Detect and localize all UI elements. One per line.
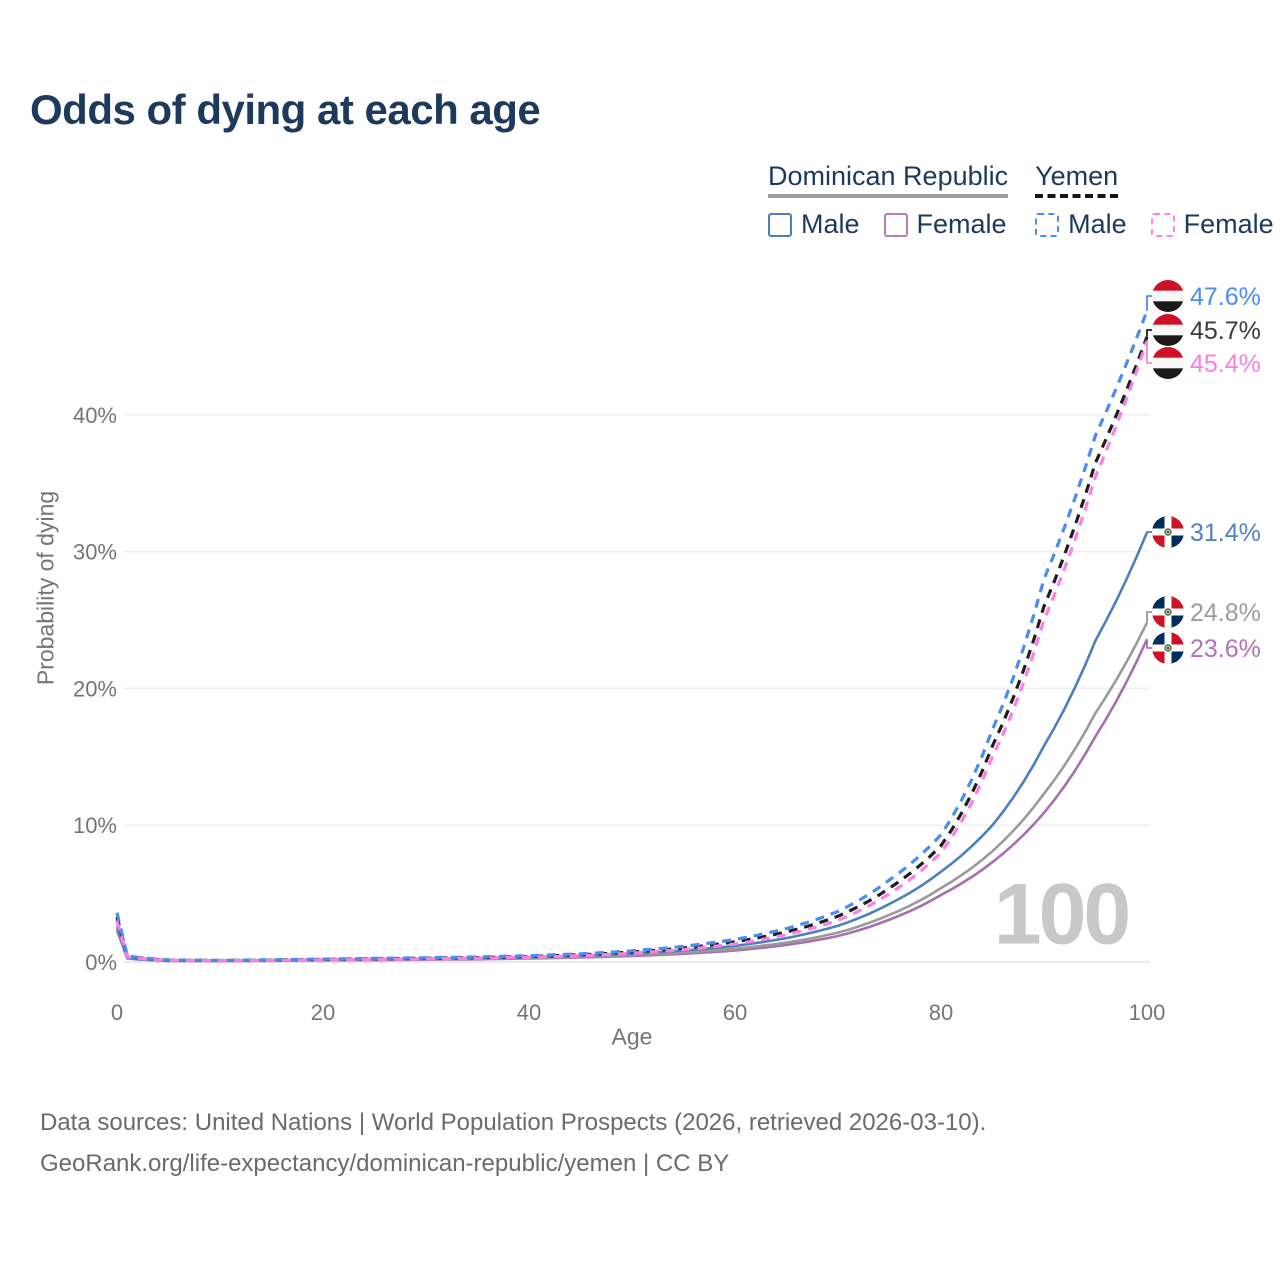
y-tick-label-30: 30%: [73, 540, 117, 565]
y-tick-label-40: 40%: [73, 403, 117, 428]
checkbox-yemen-male-icon[interactable]: [1035, 212, 1060, 237]
x-tick-label-40: 40: [517, 1000, 541, 1025]
end-label-yemen-male: 47.6%: [1190, 283, 1261, 311]
curve-yemen-both: [115, 336, 1149, 963]
legend-item-yemen-male[interactable]: Male: [1035, 209, 1127, 240]
curve-yemen-female: [115, 340, 1149, 963]
flag-dominican-republic-dr-female-icon: [1152, 632, 1184, 664]
legend-item-yemen-female[interactable]: Female: [1150, 209, 1274, 240]
legend-item-yemen-male-label: Male: [1068, 209, 1127, 240]
y-axis-label: Probability of dying: [32, 490, 59, 686]
x-tick-label-20: 20: [311, 1000, 335, 1025]
x-tick-label-100: 100: [1129, 1000, 1166, 1025]
x-tick-label-0: 0: [111, 1000, 123, 1025]
legend-country-yemen: Yemen: [1035, 162, 1119, 199]
checkbox-yemen-female-icon[interactable]: [1150, 212, 1175, 237]
x-axis-label: Age: [611, 1023, 653, 1050]
checkbox-dr-female-icon[interactable]: [883, 212, 908, 237]
x-tick-label-60: 60: [723, 1000, 747, 1025]
connector-dr-female: [1146, 639, 1152, 649]
legend: Dominican Republic Male Female Yemen Mal…: [768, 162, 1274, 240]
end-label-dr-both: 24.8%: [1190, 599, 1261, 627]
legend-item-dr-male-label: Male: [801, 209, 860, 240]
connector-dr-both: [1146, 611, 1152, 623]
legend-item-dr-female-label: Female: [916, 209, 1007, 240]
curve-dr-female: [115, 638, 1149, 963]
legend-item-dr-female[interactable]: Female: [883, 209, 1007, 240]
connector-yemen-male: [1146, 295, 1152, 311]
legend-items-yemen: Male Female: [1035, 209, 1274, 240]
age-watermark: 100: [993, 866, 1131, 963]
curve-yemen-male: [115, 310, 1149, 963]
end-label-yemen-female: 45.4%: [1190, 350, 1261, 378]
x-tick-label-80: 80: [929, 1000, 953, 1025]
connector-yemen-female: [1146, 340, 1152, 364]
legend-group-dominican-republic: Dominican Republic Male Female: [768, 162, 1009, 240]
legend-item-yemen-female-label: Female: [1183, 209, 1274, 240]
legend-group-yemen: Yemen Male Female: [1035, 162, 1274, 240]
flag-yemen-yemen-female-icon: [1152, 347, 1184, 379]
end-label-dr-female: 23.6%: [1190, 635, 1261, 663]
checkbox-dr-male-icon[interactable]: [768, 212, 792, 237]
y-tick-label-10: 10%: [73, 813, 117, 838]
flag-dominican-republic-dr-both-icon: [1152, 596, 1184, 628]
curve-dr-both: [115, 622, 1149, 963]
footer-attribution: GeoRank.org/life-expectancy/dominican-re…: [40, 1150, 730, 1177]
flag-yemen-yemen-male-icon: [1152, 280, 1184, 312]
legend-country-dominican-republic: Dominican Republic: [768, 162, 1009, 199]
end-label-yemen-both: 45.7%: [1190, 317, 1261, 345]
connector-yemen-both: [1146, 329, 1152, 337]
footer-data-sources: Data sources: United Nations | World Pop…: [40, 1109, 987, 1136]
flag-yemen-yemen-both-icon: [1152, 314, 1184, 346]
footer: Data sources: United Nations | World Pop…: [40, 1102, 986, 1184]
y-tick-label-20: 20%: [73, 676, 117, 701]
flag-dominican-republic-dr-male-icon: [1152, 516, 1184, 548]
legend-item-dr-male[interactable]: Male: [768, 209, 860, 240]
legend-items-dominican-republic: Male Female: [768, 209, 1007, 240]
y-tick-label-0: 0%: [85, 950, 117, 975]
end-label-dr-male: 31.4%: [1190, 519, 1261, 547]
chart-title: Odds of dying at each age: [30, 86, 541, 133]
